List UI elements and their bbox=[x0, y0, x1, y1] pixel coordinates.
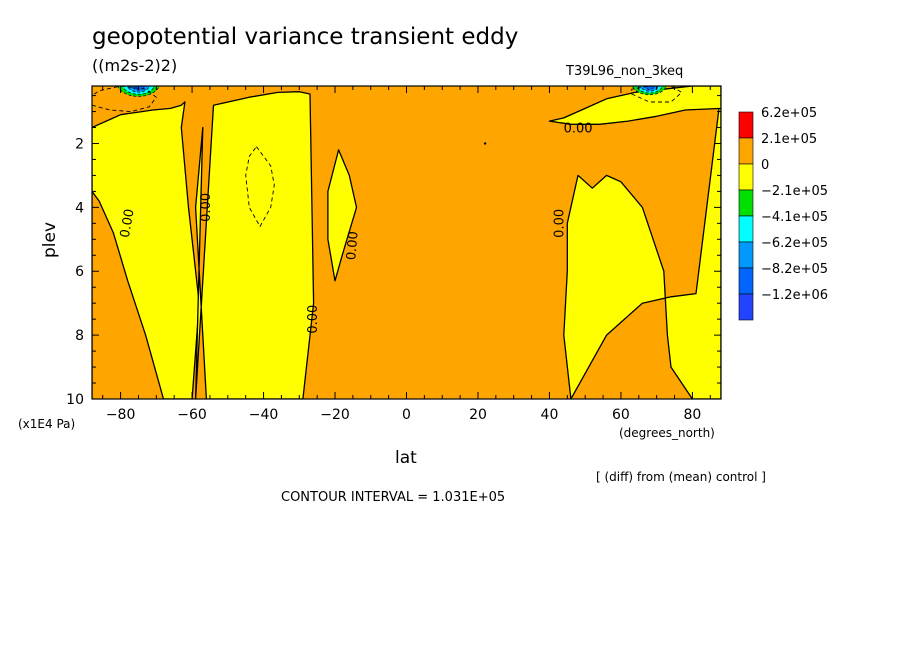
legend-swatch bbox=[738, 111, 754, 139]
x-axis-units: (degrees_north) bbox=[619, 426, 715, 440]
x-axis-label: lat bbox=[395, 448, 417, 468]
contour-label-4: 0.00 bbox=[553, 209, 568, 238]
negative-region-sh-outer bbox=[92, 101, 200, 399]
legend-label: −8.2e+05 bbox=[761, 262, 828, 277]
minimum-lobe-nh-top-3 bbox=[643, 86, 656, 90]
x-tick-label: 0 bbox=[402, 407, 411, 423]
contour-interval-label: CONTOUR INTERVAL = 1.031E+05 bbox=[281, 490, 506, 505]
legend-label: −1.2e+06 bbox=[761, 288, 828, 303]
x-tick-label: 80 bbox=[683, 407, 701, 423]
x-tick-label: −20 bbox=[320, 407, 350, 423]
legend-label: 6.2e+05 bbox=[761, 106, 817, 121]
x-tick-label: 40 bbox=[541, 407, 559, 423]
x-tick-label: −40 bbox=[249, 407, 279, 423]
contour-label-3: 0.00 bbox=[344, 231, 361, 261]
run-label: T39L96_non_3keq bbox=[566, 64, 684, 79]
contour-label-1: 0.00 bbox=[199, 193, 214, 222]
legend-label: −2.1e+05 bbox=[761, 184, 828, 199]
diff-note: [ (diff) from (mean) control ] bbox=[596, 470, 766, 484]
y-axis-units: (x1E4 Pa) bbox=[18, 417, 76, 431]
legend-swatch bbox=[738, 137, 754, 165]
negative-region-sh-subtropics bbox=[194, 91, 315, 399]
contour-dot bbox=[483, 142, 487, 145]
dashed-contour-sh-subtropic-min bbox=[245, 145, 275, 228]
legend-swatch bbox=[738, 293, 754, 321]
x-tick-label: −60 bbox=[177, 407, 207, 423]
y-tick-label: 8 bbox=[75, 328, 84, 344]
legend-label: 0 bbox=[761, 158, 769, 173]
contour-label-5: 0.00 bbox=[564, 122, 593, 137]
negative-region-nh-north bbox=[563, 91, 721, 399]
dashed-contour-nh-polar-min bbox=[631, 86, 683, 103]
x-tick-label: 60 bbox=[612, 407, 630, 423]
legend-swatch bbox=[738, 241, 754, 269]
legend-label: 2.1e+05 bbox=[761, 132, 817, 147]
legend-swatch bbox=[738, 189, 754, 217]
y-tick-label: 2 bbox=[75, 136, 84, 152]
y-tick-label: 4 bbox=[75, 200, 84, 216]
y-tick-label: 10 bbox=[66, 392, 84, 408]
negative-region-equatorial-tongue bbox=[327, 149, 358, 282]
chart-title: geopotential variance transient eddy bbox=[92, 24, 519, 50]
dashed-contour-sh-polar-min bbox=[92, 86, 157, 113]
legend-label: −6.2e+05 bbox=[761, 236, 828, 251]
legend-swatch bbox=[738, 163, 754, 191]
contour-label-0: 0.00 bbox=[118, 208, 138, 239]
legend-label: −4.1e+05 bbox=[761, 210, 828, 225]
chart-units: ((m2s-2)2) bbox=[92, 56, 178, 75]
legend-swatch bbox=[738, 215, 754, 243]
x-tick-label: 20 bbox=[469, 407, 487, 423]
legend-swatch bbox=[738, 267, 754, 295]
contour-label-2: 0.00 bbox=[306, 305, 321, 334]
y-tick-label: 6 bbox=[75, 264, 84, 280]
y-axis-label: plev bbox=[40, 221, 60, 258]
x-tick-label: −80 bbox=[106, 407, 136, 423]
